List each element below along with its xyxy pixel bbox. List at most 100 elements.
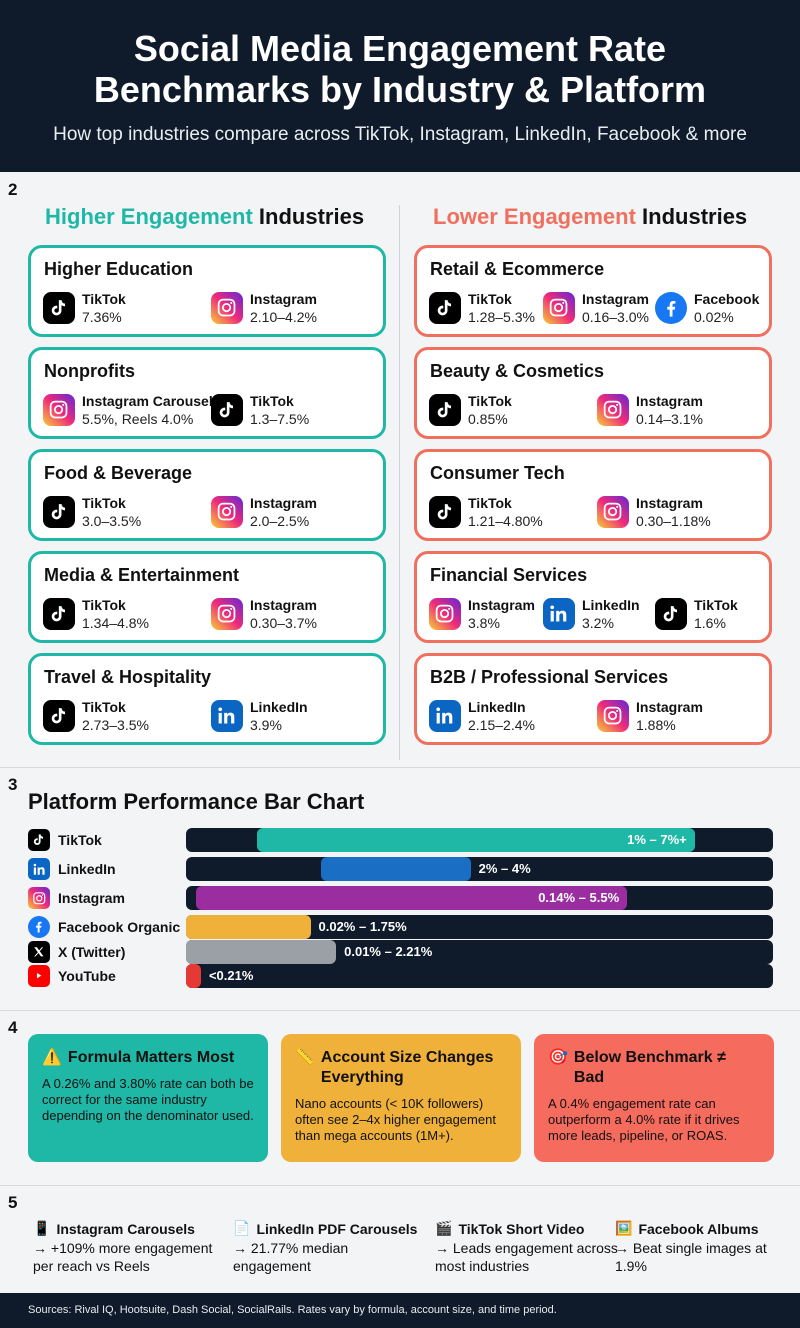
x-icon bbox=[28, 941, 50, 963]
bar-platform-name: TikTok bbox=[58, 832, 102, 848]
insight-body: Nano accounts (< 10K followers) often se… bbox=[295, 1096, 496, 1143]
industry-name: Higher Education bbox=[44, 259, 194, 279]
format-body: → Beat single images at 1.9% bbox=[615, 1240, 767, 1274]
bar-platform-name: Facebook Organic bbox=[58, 919, 181, 935]
instagram-icon bbox=[597, 394, 629, 426]
format-tip: 📄 LinkedIn PDF Carousels → 21.77% median e… bbox=[233, 1220, 423, 1275]
industry-card: B2B / Professional Services LinkedIn 2.15–… bbox=[414, 653, 772, 745]
tiktok-icon bbox=[43, 496, 75, 528]
platform-metric: TikTok 1.28–5.3% bbox=[429, 290, 535, 326]
bar-platform-name: X (Twitter) bbox=[58, 944, 126, 960]
header-banner: Social Media Engagement Rate Benchmarks … bbox=[0, 0, 800, 172]
bar-track: <0.21% bbox=[186, 964, 773, 988]
platform-metric: TikTok 1.6% bbox=[655, 596, 738, 632]
platform-metric: LinkedIn 3.2% bbox=[543, 596, 640, 632]
tiktok-icon bbox=[655, 598, 687, 630]
metric-text: TikTok 1.3–7.5% bbox=[250, 392, 309, 428]
platform-metric: TikTok 1.34–4.8% bbox=[43, 596, 149, 632]
insight-emoji-icon: 📏 bbox=[295, 1049, 315, 1066]
linkedin-icon bbox=[429, 700, 461, 732]
insight-title: 📏 Account Size Changes Everything bbox=[295, 1048, 507, 1088]
platform-name: Facebook bbox=[694, 291, 760, 307]
bar-value-label: 0.14% – 5.5% bbox=[538, 890, 620, 905]
metric-text: LinkedIn 2.15–2.4% bbox=[468, 698, 535, 734]
format-emoji-icon: 🖼️ bbox=[615, 1220, 633, 1236]
format-title-text: Instagram Carousels bbox=[56, 1220, 195, 1237]
engagement-rate: 2.10–4.2% bbox=[250, 309, 317, 325]
format-tip: 🖼️ Facebook Albums → Beat single images at… bbox=[615, 1220, 785, 1275]
industry-card: Financial Services Instagram 3.8% LinkedIn 3… bbox=[414, 551, 772, 643]
insight-title-text: Account Size Changes Everything bbox=[320, 1049, 494, 1086]
metric-text: Instagram 0.30–1.18% bbox=[636, 494, 711, 530]
footer-sources: Sources: Rival IQ, Hootsuite, Dash Socia… bbox=[0, 1293, 800, 1328]
format-title-text: LinkedIn PDF Carousels bbox=[256, 1220, 418, 1237]
format-title-text: TikTok Short Video bbox=[458, 1220, 585, 1237]
metric-text: TikTok 1.28–5.3% bbox=[468, 290, 535, 326]
industry-name: Media & Entertainment bbox=[44, 565, 240, 585]
format-emoji-icon: 📄 bbox=[233, 1220, 251, 1236]
platform-name: TikTok bbox=[694, 597, 738, 613]
platform-metric: Instagram Carousels 5.5%, Reels 4.0% bbox=[43, 392, 221, 428]
title-line-1: Social Media Engagement Rate bbox=[133, 28, 667, 69]
platform-name: LinkedIn bbox=[582, 597, 640, 613]
industry-card: Nonprofits Instagram Carousels 5.5%, Reels… bbox=[28, 347, 386, 439]
platform-metric: LinkedIn 2.15–2.4% bbox=[429, 698, 535, 734]
low-column-title: Lower Engagement Industries bbox=[433, 204, 747, 230]
bar-value-label: 0.02% – 1.75% bbox=[318, 919, 407, 934]
engagement-rate: 1.88% bbox=[636, 717, 676, 733]
insight-title-text: Below Benchmark ≠ Bad bbox=[573, 1049, 726, 1086]
instagram-icon bbox=[429, 598, 461, 630]
metric-text: TikTok 1.34–4.8% bbox=[82, 596, 149, 632]
metric-text: TikTok 1.6% bbox=[694, 596, 738, 632]
metric-text: Instagram 3.8% bbox=[468, 596, 535, 632]
platform-metric: Instagram 2.0–2.5% bbox=[211, 494, 317, 530]
platform-metric: TikTok 3.0–3.5% bbox=[43, 494, 141, 530]
metric-text: Instagram Carousels 5.5%, Reels 4.0% bbox=[82, 392, 221, 428]
metric-text: LinkedIn 3.9% bbox=[250, 698, 308, 734]
platform-name: LinkedIn bbox=[250, 699, 308, 715]
section-number-4: 4 bbox=[8, 1018, 18, 1037]
insight-emoji-icon: ⚠️ bbox=[42, 1049, 62, 1066]
bar-value-label: 0.01% – 2.21% bbox=[344, 944, 433, 959]
platform-metric: Instagram 3.8% bbox=[429, 596, 535, 632]
platform-metric: Instagram 0.30–1.18% bbox=[597, 494, 711, 530]
industry-card: Food & Beverage TikTok 3.0–3.5% Instagram 2.… bbox=[28, 449, 386, 541]
bar-label: YouTube bbox=[28, 964, 116, 988]
instagram-icon bbox=[43, 394, 75, 426]
metric-text: Instagram 0.16–3.0% bbox=[582, 290, 649, 326]
bar-value-label: 2% – 4% bbox=[478, 861, 531, 876]
platform-name: Instagram bbox=[636, 495, 703, 511]
engagement-rate: 1.34–4.8% bbox=[82, 615, 149, 631]
section-divider bbox=[0, 1010, 800, 1011]
industry-card: Travel & Hospitality TikTok 2.73–3.5% Linke… bbox=[28, 653, 386, 745]
industry-name: Travel & Hospitality bbox=[44, 667, 212, 687]
platform-name: Instagram bbox=[636, 699, 703, 715]
tiktok-icon bbox=[429, 496, 461, 528]
platform-name: Instagram bbox=[250, 597, 317, 613]
engagement-rate: 3.9% bbox=[250, 717, 282, 733]
facebook-icon bbox=[655, 292, 687, 324]
engagement-rate: 0.14–3.1% bbox=[636, 411, 703, 427]
format-body: → 21.77% median engagement bbox=[233, 1240, 349, 1274]
industry-name: Nonprofits bbox=[44, 361, 135, 381]
platform-metric: Instagram 2.10–4.2% bbox=[211, 290, 317, 326]
engagement-rate: 1.3–7.5% bbox=[250, 411, 310, 427]
tiktok-icon bbox=[43, 292, 75, 324]
format-title: 📄 LinkedIn PDF Carousels bbox=[233, 1220, 423, 1237]
linkedin-icon bbox=[28, 858, 50, 880]
format-title: 🖼️ Facebook Albums bbox=[615, 1220, 785, 1237]
facebook-icon bbox=[28, 916, 50, 938]
bar-value-label: <0.21% bbox=[208, 968, 254, 983]
industry-name: Consumer Tech bbox=[430, 463, 565, 483]
engagement-rate: 2.73–3.5% bbox=[82, 717, 149, 733]
platform-metric: Instagram 0.16–3.0% bbox=[543, 290, 649, 326]
engagement-rate: 1.6% bbox=[694, 615, 726, 631]
format-tip: 🎬 TikTok Short Video → Leads engagement ac… bbox=[435, 1220, 625, 1275]
bar-range bbox=[195, 886, 628, 910]
insight-card: ⚠️ Formula Matters Most A 0.26% and 3.80% … bbox=[28, 1034, 268, 1162]
instagram-icon bbox=[211, 598, 243, 630]
bar-value-label: 1% – 7%+ bbox=[627, 832, 687, 847]
high-title-accent: Higher Engagement bbox=[45, 204, 253, 229]
platform-metric: TikTok 1.3–7.5% bbox=[211, 392, 309, 428]
platform-name: Instagram bbox=[250, 495, 317, 511]
